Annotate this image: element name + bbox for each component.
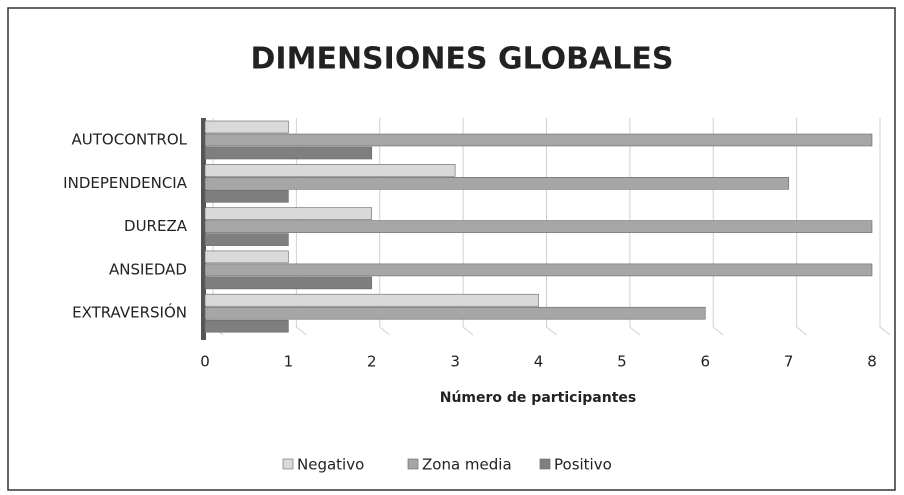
bar xyxy=(204,319,289,333)
bar xyxy=(204,220,873,233)
y-tick-label: INDEPENDENCIA xyxy=(63,174,188,192)
bar xyxy=(204,177,789,190)
bar xyxy=(204,190,289,203)
bar xyxy=(204,263,873,277)
bar xyxy=(204,133,873,147)
bar xyxy=(204,164,456,177)
legend-swatch xyxy=(407,458,419,470)
grid-line xyxy=(879,118,891,336)
chart-title: DIMENSIONES GLOBALES xyxy=(251,42,674,77)
bar xyxy=(204,276,373,290)
chart-border xyxy=(7,7,896,491)
x-tick-label: 1 xyxy=(284,353,294,371)
x-tick-label: 2 xyxy=(367,353,377,371)
bar xyxy=(204,207,373,220)
x-axis-label: Número de participantes xyxy=(440,390,636,406)
x-tick-label: 5 xyxy=(617,353,627,371)
x-tick-label: 6 xyxy=(700,353,710,371)
bar xyxy=(204,306,706,320)
x-tick-label: 0 xyxy=(200,353,210,371)
y-axis xyxy=(201,118,206,340)
legend-label: Zona media xyxy=(422,456,512,474)
grid-line xyxy=(796,118,807,336)
x-tick-label: 7 xyxy=(784,353,794,371)
bar xyxy=(204,146,373,160)
y-tick-label: DUREZA xyxy=(124,217,188,235)
legend-label: Negativo xyxy=(297,456,364,474)
y-tick-label: EXTRAVERSIÓN xyxy=(72,303,187,322)
bar xyxy=(204,250,289,264)
bar xyxy=(204,120,289,134)
legend-swatch xyxy=(539,458,551,470)
bar xyxy=(204,293,539,307)
x-tick-label: 3 xyxy=(450,353,460,371)
x-tick-label: 4 xyxy=(534,353,544,371)
y-tick-label: AUTOCONTROL xyxy=(72,131,188,149)
bar xyxy=(204,233,289,246)
legend-swatch xyxy=(282,458,294,470)
y-tick-label: ANSIEDAD xyxy=(109,260,187,278)
legend-label: Positivo xyxy=(554,456,612,474)
x-tick-label: 8 xyxy=(867,353,877,371)
